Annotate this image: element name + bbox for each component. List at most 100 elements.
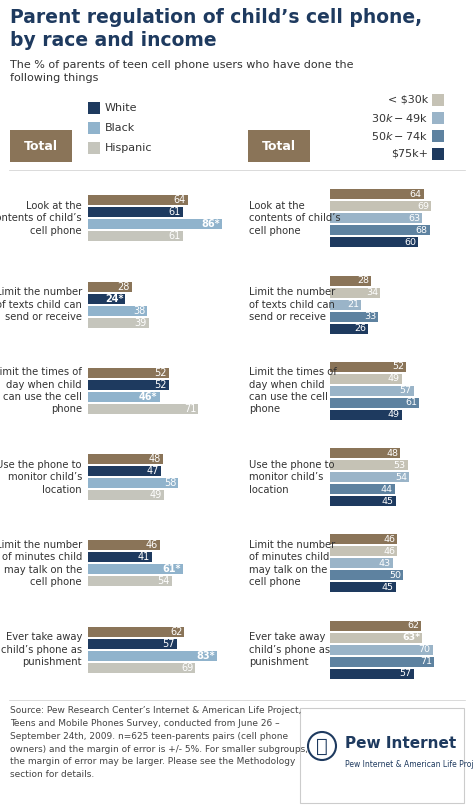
Bar xyxy=(88,306,147,315)
Bar xyxy=(88,380,169,390)
Bar xyxy=(88,281,132,291)
Text: Use the phone to
monitor child’s
location: Use the phone to monitor child’s locatio… xyxy=(0,460,82,495)
Bar xyxy=(88,219,222,230)
Text: Total: Total xyxy=(24,139,58,152)
Text: 63: 63 xyxy=(408,213,420,223)
Bar xyxy=(330,484,394,494)
Bar xyxy=(88,392,160,401)
Bar xyxy=(330,496,396,506)
Text: 24*: 24* xyxy=(105,294,123,303)
Bar xyxy=(88,540,160,551)
Text: White: White xyxy=(105,103,137,113)
Text: Black: Black xyxy=(105,123,135,133)
Bar xyxy=(330,669,414,679)
Text: 57: 57 xyxy=(400,386,411,395)
Text: 61: 61 xyxy=(169,231,181,241)
Bar xyxy=(88,368,169,378)
Text: Parent regulation of child’s cell phone,
by race and income: Parent regulation of child’s cell phone,… xyxy=(10,8,422,49)
Text: 44: 44 xyxy=(381,485,392,494)
Text: 48: 48 xyxy=(148,454,161,464)
Text: Pew Internet: Pew Internet xyxy=(345,736,456,751)
Text: 71: 71 xyxy=(184,404,196,414)
Bar xyxy=(330,460,408,470)
Bar xyxy=(330,582,396,593)
Text: 50: 50 xyxy=(389,571,401,580)
Text: 46: 46 xyxy=(383,535,395,544)
Text: 33: 33 xyxy=(364,312,376,321)
Bar xyxy=(330,374,402,384)
Text: Ever take away
child’s phone as
punishment: Ever take away child’s phone as punishme… xyxy=(249,633,330,667)
Text: 28: 28 xyxy=(357,276,369,285)
Text: 61: 61 xyxy=(169,207,181,217)
Bar xyxy=(88,490,164,500)
Text: 71: 71 xyxy=(420,658,432,667)
Text: 70: 70 xyxy=(419,646,431,654)
Text: 58: 58 xyxy=(164,478,176,488)
Bar xyxy=(88,122,100,134)
Bar xyxy=(88,639,177,649)
Bar xyxy=(88,651,217,661)
Bar xyxy=(330,311,378,321)
Bar xyxy=(88,294,125,303)
Bar xyxy=(330,225,430,235)
Bar xyxy=(330,288,380,298)
Text: The % of parents of teen cell phone users who have done the
following things: The % of parents of teen cell phone user… xyxy=(10,60,354,84)
Bar xyxy=(88,142,100,154)
Text: 53: 53 xyxy=(393,461,406,470)
Text: 43: 43 xyxy=(379,559,391,568)
Text: Hispanic: Hispanic xyxy=(105,143,153,153)
Bar xyxy=(330,657,434,667)
Text: < $30k: < $30k xyxy=(388,95,428,105)
Text: 63*: 63* xyxy=(402,633,420,642)
Bar xyxy=(330,324,368,333)
Text: 46*: 46* xyxy=(139,392,157,401)
Bar xyxy=(330,386,414,396)
Text: 52: 52 xyxy=(155,368,167,378)
Text: 83*: 83* xyxy=(197,651,215,661)
Text: 46: 46 xyxy=(383,547,395,556)
Text: 64: 64 xyxy=(410,190,422,199)
Text: Ever take away
child’s phone as
punishment: Ever take away child’s phone as punishme… xyxy=(1,633,82,667)
Bar xyxy=(330,299,361,310)
Bar xyxy=(88,102,100,114)
Bar xyxy=(330,213,422,223)
Text: 49: 49 xyxy=(388,410,400,419)
Text: 41: 41 xyxy=(137,552,150,563)
Bar xyxy=(432,148,444,160)
Bar xyxy=(88,317,149,328)
Text: 47: 47 xyxy=(147,466,159,476)
Bar xyxy=(432,130,444,142)
Text: 52: 52 xyxy=(392,363,404,371)
Bar xyxy=(432,112,444,124)
Text: 68: 68 xyxy=(416,225,428,234)
Bar xyxy=(88,404,199,414)
Text: 39: 39 xyxy=(135,317,146,328)
Text: 26: 26 xyxy=(354,324,366,333)
Text: 45: 45 xyxy=(382,496,394,506)
Text: 57: 57 xyxy=(162,639,174,649)
Bar xyxy=(330,237,418,247)
Text: 49: 49 xyxy=(150,490,162,500)
Bar xyxy=(330,276,371,285)
Text: Source: Pew Research Center’s Internet & American Life Project,
Teens and Mobile: Source: Pew Research Center’s Internet &… xyxy=(10,706,308,779)
Text: Total: Total xyxy=(262,139,296,152)
Text: 60: 60 xyxy=(404,238,416,247)
Text: 64: 64 xyxy=(173,195,185,205)
Bar xyxy=(330,189,424,200)
Text: 52: 52 xyxy=(155,380,167,390)
Bar xyxy=(330,570,403,581)
Bar xyxy=(330,448,401,458)
Text: 61: 61 xyxy=(405,398,418,407)
Text: $75k+: $75k+ xyxy=(391,149,428,159)
Text: Limit the number
of minutes child
may talk on the
cell phone: Limit the number of minutes child may ta… xyxy=(0,540,82,587)
Bar xyxy=(248,130,310,162)
Bar xyxy=(330,633,422,643)
Text: 45: 45 xyxy=(382,583,394,592)
Text: 👤: 👤 xyxy=(316,736,328,756)
Text: 69: 69 xyxy=(181,663,193,673)
Bar xyxy=(330,472,409,483)
Text: 46: 46 xyxy=(146,540,157,551)
Bar xyxy=(88,627,184,637)
Bar xyxy=(88,207,183,217)
Bar xyxy=(432,94,444,106)
